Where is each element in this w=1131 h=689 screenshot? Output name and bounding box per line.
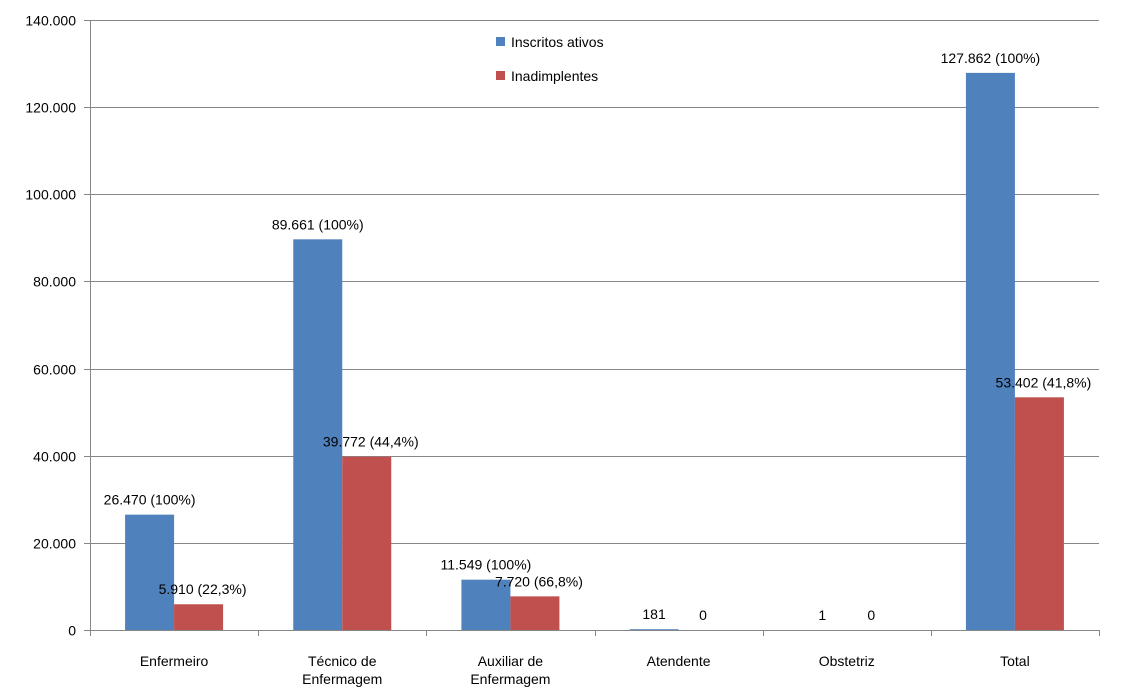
data-label-inscritos-ativos: 89.661 (100%) — [272, 216, 364, 232]
category-labels: Enfermeiro Técnico de Enfermagem Auxiliar d… — [140, 653, 1030, 687]
data-label-inadimplentes: 53.402 (41,8%) — [996, 374, 1092, 390]
data-label-inadimplentes: 0 — [867, 607, 875, 623]
category-label: Auxiliar de — [478, 653, 544, 669]
bar-inadimplentes-auxiliar-de-enfermagem — [510, 596, 560, 630]
category-label: Enfermeiro — [140, 653, 209, 669]
bar-inscritos-ativos-t-cnico-de-enfermagem — [293, 239, 343, 630]
data-label-inadimplentes: 0 — [699, 607, 707, 623]
data-label-inadimplentes: 39.772 (44,4%) — [323, 434, 419, 450]
y-tick-label: 140.000 — [25, 13, 76, 29]
data-label-inscritos-ativos: 11.549 (100%) — [441, 557, 532, 573]
y-tick-label: 20.000 — [33, 536, 76, 552]
bar-inscritos-ativos-atendente — [629, 629, 679, 630]
y-tick-label: 120.000 — [25, 100, 76, 116]
data-label-inadimplentes: 7.720 (66,8%) — [495, 573, 583, 589]
data-label-inscritos-ativos: 181 — [642, 606, 666, 622]
y-tick-label: 60.000 — [33, 362, 76, 378]
data-label-inscritos-ativos: 127.862 (100%) — [941, 50, 1041, 66]
legend-swatch-inadimplentes — [496, 71, 505, 80]
bars — [125, 72, 1064, 630]
gridlines — [90, 20, 1099, 544]
bar-inscritos-ativos-total — [965, 72, 1015, 630]
y-tick-label: 40.000 — [33, 449, 76, 465]
data-labels: 26.470 (100%) 5.910 (22,3%) 89.661 (100%) 3… — [104, 50, 1092, 623]
category-label: Enfermagem — [302, 671, 382, 687]
bar-inscritos-ativos-enfermeiro — [125, 514, 175, 630]
legend-label-inadimplentes: Inadimplentes — [511, 68, 598, 84]
bar-inscritos-ativos-auxiliar-de-enfermagem — [461, 579, 511, 630]
category-label: Total — [1000, 653, 1030, 669]
axes — [84, 20, 1100, 636]
y-axis-tick-labels: 0 20.000 40.000 60.000 80.000 100.000 120.000 1… — [25, 13, 76, 639]
category-label: Enfermagem — [470, 671, 550, 687]
y-tick-label: 100.000 — [25, 187, 76, 203]
bar-inadimplentes-enfermeiro — [174, 604, 224, 630]
bar-inadimplentes-t-cnico-de-enfermagem — [342, 456, 392, 630]
category-label: Obstetriz — [819, 653, 875, 669]
category-label: Técnico de — [308, 653, 377, 669]
legend-label-inscritos-ativos: Inscritos ativos — [511, 34, 604, 50]
category-label: Atendente — [647, 653, 711, 669]
legend-swatch-inscritos-ativos — [496, 37, 505, 46]
data-label-inadimplentes: 5.910 (22,3%) — [159, 581, 247, 597]
data-label-inscritos-ativos: 1 — [818, 607, 826, 623]
bar-inadimplentes-total — [1014, 397, 1064, 630]
legend: Inscritos ativos Inadimplentes — [496, 34, 604, 84]
data-label-inscritos-ativos: 26.470 (100%) — [104, 492, 196, 508]
y-tick-label: 0 — [68, 623, 76, 639]
y-tick-label: 80.000 — [33, 274, 76, 290]
